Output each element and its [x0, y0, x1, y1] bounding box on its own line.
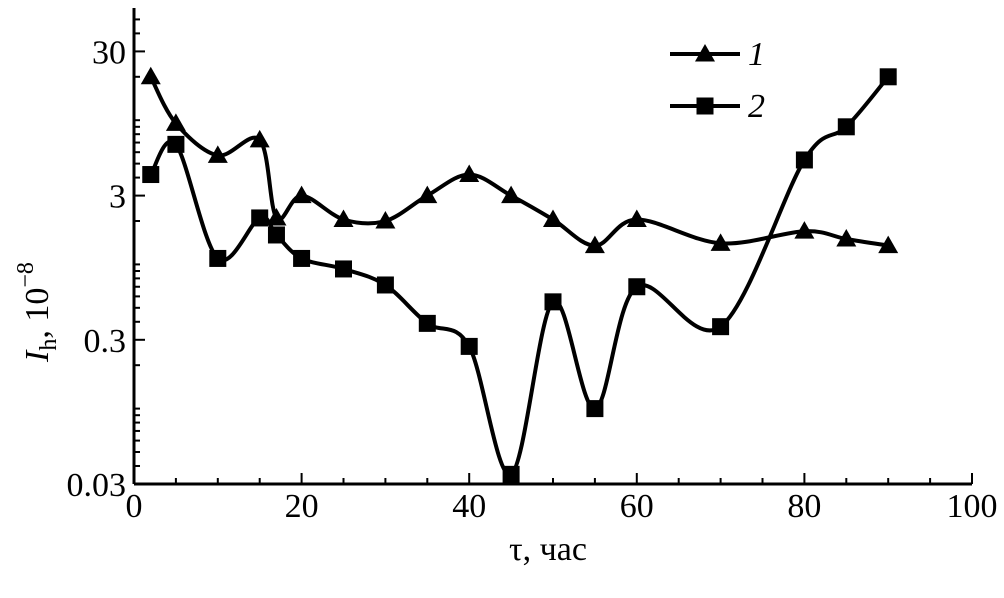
square-marker — [837, 118, 855, 136]
triangle-marker — [878, 235, 899, 254]
square-marker — [544, 293, 562, 311]
series-2 — [142, 68, 897, 483]
square-marker — [209, 249, 227, 267]
x-tick-label: 60 — [620, 488, 654, 525]
triangle-marker — [501, 185, 522, 204]
triangle-marker — [291, 185, 312, 204]
y-axis-base: 10 — [19, 288, 56, 322]
legend-item-2: 2 — [670, 88, 765, 125]
triangle-marker — [710, 233, 731, 251]
square-marker — [293, 249, 311, 267]
legend: 12 — [670, 36, 765, 125]
y-tick-label: 0.03 — [67, 467, 127, 504]
square-marker — [142, 166, 160, 184]
legend-triangle-marker — [695, 44, 715, 62]
square-marker — [251, 209, 269, 227]
triangle-marker — [375, 210, 396, 229]
legend-square-marker — [696, 97, 714, 115]
x-tick-label: 20 — [285, 488, 319, 525]
triangle-marker — [836, 229, 857, 247]
y-axis-separator: , — [19, 322, 56, 339]
square-marker — [267, 226, 285, 244]
square-marker — [502, 465, 520, 483]
square-marker — [712, 318, 730, 336]
x-axis-label: τ, час — [509, 531, 587, 568]
triangle-marker — [584, 235, 605, 254]
ticks-layer: 0 20 40 60 80 100 0.03 0.3 3 30 — [67, 18, 998, 525]
legend-label: 2 — [748, 88, 765, 125]
square-marker — [376, 276, 394, 294]
legend-item-1: 1 — [670, 36, 765, 73]
y-axis-symbol: I — [19, 349, 56, 363]
triangle-marker — [626, 209, 647, 227]
y-axis-label: Ih, 10−8 — [13, 262, 62, 363]
square-marker — [167, 135, 185, 153]
square-marker — [795, 151, 813, 169]
triangle-marker — [165, 113, 186, 131]
x-tick-label: 0 — [126, 488, 143, 525]
y-tick-label: 3 — [109, 179, 126, 216]
triangle-marker — [333, 209, 354, 227]
y-tick-label: 30 — [92, 34, 126, 71]
triangle-marker — [249, 129, 270, 148]
y-axis-exponent: −8 — [13, 262, 39, 288]
series-1 — [140, 66, 899, 254]
triangle-marker — [794, 221, 815, 239]
triangle-marker — [140, 66, 161, 85]
triangle-marker — [207, 145, 228, 163]
square-marker — [418, 314, 436, 332]
y-tick-label: 0.3 — [84, 323, 127, 360]
series-layer — [140, 66, 899, 483]
legend-label: 1 — [748, 36, 765, 73]
x-tick-label: 100 — [947, 488, 998, 525]
triangle-marker — [543, 209, 563, 227]
x-tick-label: 80 — [787, 488, 821, 525]
square-marker — [335, 260, 352, 278]
triangle-marker — [459, 164, 480, 183]
y-axis-subscript: h — [36, 339, 62, 351]
square-marker — [460, 337, 478, 355]
square-marker — [586, 400, 604, 418]
square-marker — [628, 278, 646, 296]
x-tick-label: 40 — [452, 488, 486, 525]
triangle-marker — [417, 185, 438, 204]
triangle-marker — [266, 207, 287, 226]
square-marker — [879, 68, 897, 86]
